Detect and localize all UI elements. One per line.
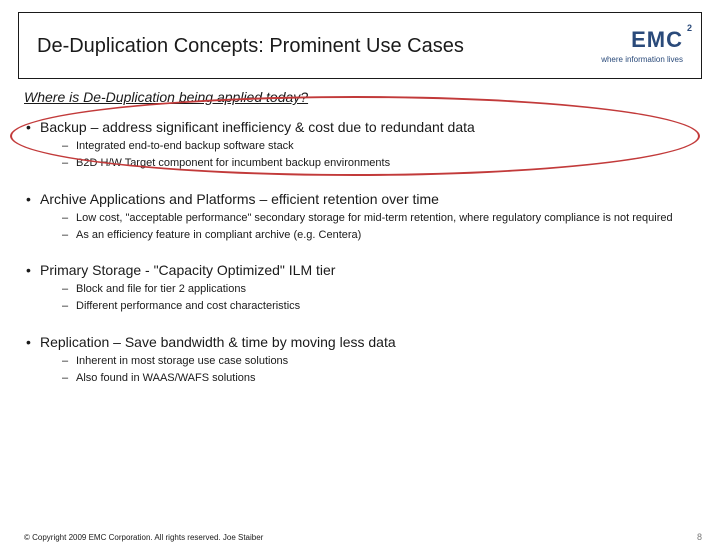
sub-item: Block and file for tier 2 applications [24,282,696,297]
logo-superscript: 2 [687,23,693,33]
page-number: 8 [697,532,702,542]
logo-name: EMC [631,27,683,52]
bullet-heading: Archive Applications and Platforms – eff… [24,191,696,207]
title-container: De-Duplication Concepts: Prominent Use C… [18,12,702,79]
section-archive: Archive Applications and Platforms – eff… [24,191,696,243]
section-backup: Backup – address significant inefficienc… [24,119,696,171]
bullet-heading: Primary Storage - "Capacity Optimized" I… [24,262,696,278]
sub-list: Block and file for tier 2 applications D… [24,282,696,314]
logo-tagline: where information lives [601,55,683,64]
bullet-heading: Replication – Save bandwidth & time by m… [24,334,696,350]
sub-item: Inherent in most storage use case soluti… [24,354,696,369]
subtitle: Where is De-Duplication being applied to… [24,89,696,105]
sub-item: Low cost, "acceptable performance" secon… [24,211,696,226]
section-primary-storage: Primary Storage - "Capacity Optimized" I… [24,262,696,314]
bullet-heading: Backup – address significant inefficienc… [24,119,696,135]
sub-item: Integrated end-to-end backup software st… [24,139,696,154]
sub-item: B2D H/W Target component for incumbent b… [24,156,696,171]
sub-list: Low cost, "acceptable performance" secon… [24,211,696,243]
sub-item: As an efficiency feature in compliant ar… [24,228,696,243]
slide-title: De-Duplication Concepts: Prominent Use C… [37,34,464,58]
content-area: Where is De-Duplication being applied to… [0,89,720,386]
copyright-footer: © Copyright 2009 EMC Corporation. All ri… [24,533,263,542]
sub-item: Also found in WAAS/WAFS solutions [24,371,696,386]
sub-list: Inherent in most storage use case soluti… [24,354,696,386]
sub-item: Different performance and cost character… [24,299,696,314]
sub-list: Integrated end-to-end backup software st… [24,139,696,171]
logo-text: EMC 2 [631,27,683,53]
emc-logo: EMC 2 where information lives [601,27,683,64]
section-replication: Replication – Save bandwidth & time by m… [24,334,696,386]
